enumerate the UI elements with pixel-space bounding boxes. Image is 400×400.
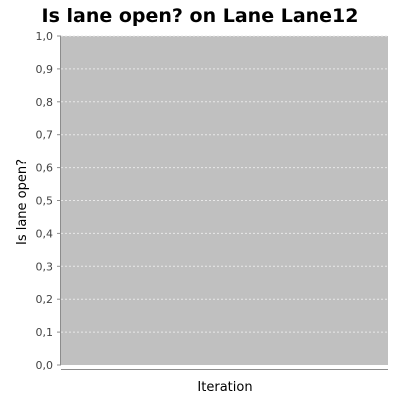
chart-title: Is lane open? on Lane Lane12 — [41, 5, 359, 27]
y-tick-label: 0,4 — [36, 227, 54, 240]
y-tick-label: 0,8 — [36, 96, 54, 109]
y-tick-label: 1,0 — [36, 30, 54, 43]
y-tick-label: 0,2 — [36, 293, 54, 306]
x-axis-label: Iteration — [197, 380, 252, 395]
y-axis-label: Is lane open? — [15, 159, 30, 245]
y-tick-label: 0,9 — [36, 63, 54, 76]
y-tick-label: 0,0 — [36, 359, 54, 372]
y-tick-label: 0,6 — [36, 162, 54, 175]
y-tick-label: 0,5 — [36, 195, 54, 208]
y-tick-label: 0,3 — [36, 260, 54, 273]
y-tick-label: 0,1 — [36, 326, 54, 339]
y-tick-label: 0,7 — [36, 129, 54, 142]
